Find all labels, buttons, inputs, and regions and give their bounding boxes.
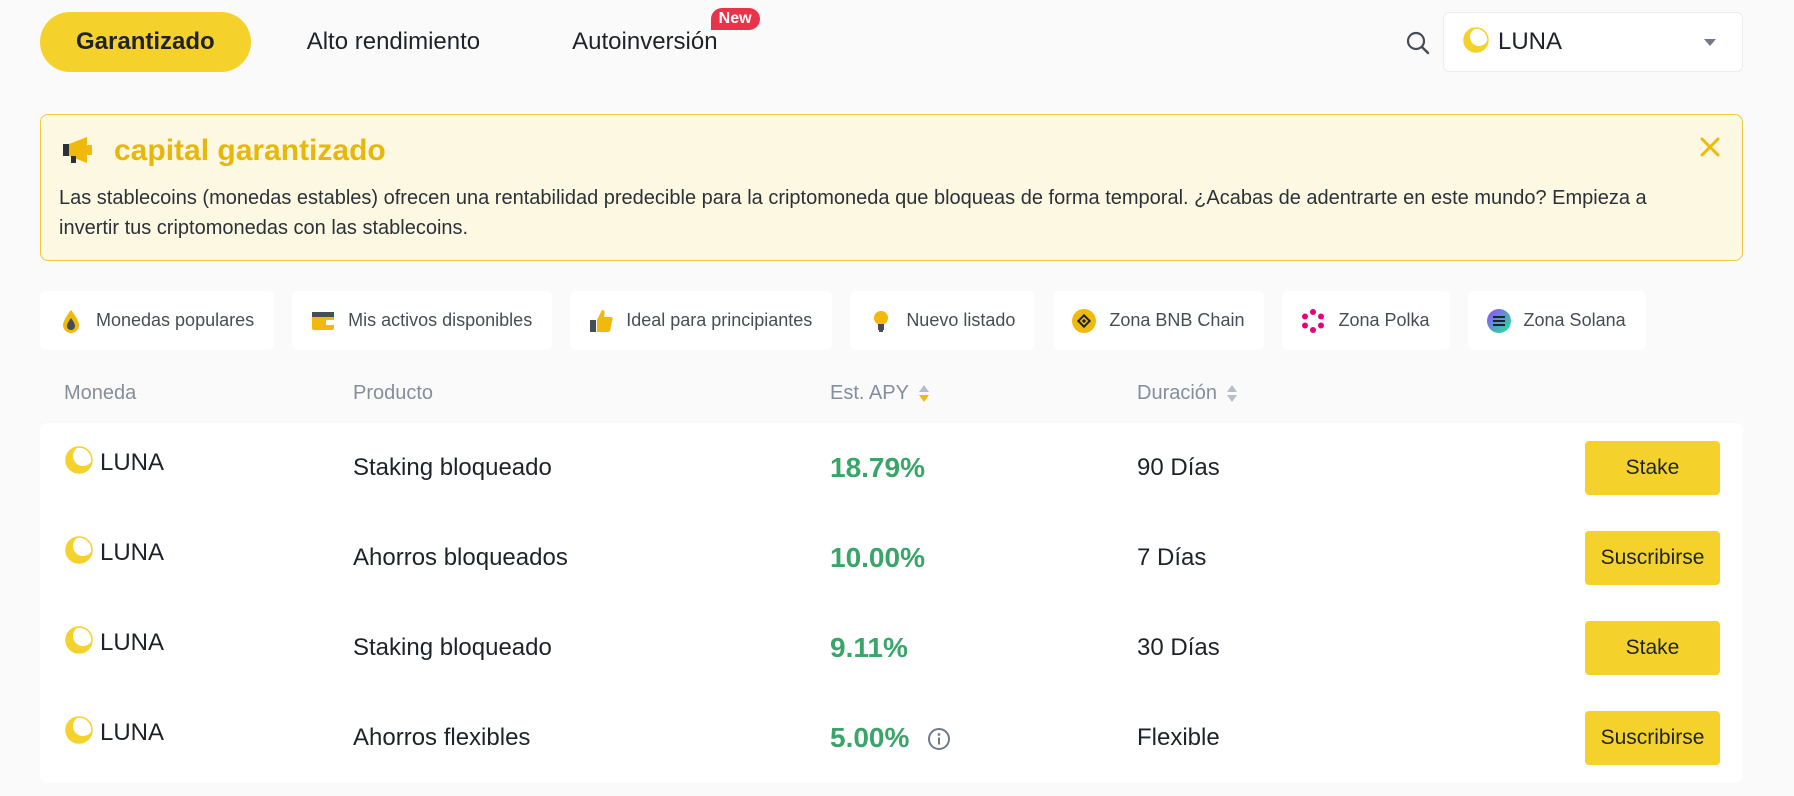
chip-label: Ideal para principiantes [626,310,813,330]
lightbulb-icon [868,308,894,334]
coin-name: LUNA [100,629,165,656]
product-name: Ahorros flexibles [353,724,531,751]
solana-icon [1486,308,1512,334]
chip-nuevo-listado[interactable]: Nuevo listado [850,291,1036,350]
duration-value: Flexible [1137,724,1220,751]
luna-coin-icon [64,625,94,662]
coin-cell: LUNA [64,508,164,598]
product-table: LUNA Staking bloqueado 18.79% 90 Días St… [40,423,1743,783]
coin-name: LUNA [100,449,165,476]
coin-selector[interactable]: LUNA [1443,12,1743,72]
coin-name: LUNA [100,539,165,566]
product-tabs: Garantizado Alto rendimiento Autoinversi… [40,8,760,72]
polkadot-icon [1300,308,1326,334]
tab-label: Autoinversión [572,28,718,55]
new-badge: New [710,8,760,30]
chip-label: Nuevo listado [906,310,1016,330]
luna-coin-icon [64,535,94,572]
product-name: Staking bloqueado [353,634,552,661]
close-icon[interactable] [1696,133,1724,161]
info-icon[interactable] [927,726,951,750]
tab-garantizado[interactable]: Garantizado [40,12,251,72]
chevron-down-icon [1704,38,1716,46]
stake-button[interactable]: Stake [1585,621,1720,675]
chip-label: Mis activos disponibles [348,310,533,330]
coin-cell: LUNA [64,418,164,508]
chip-monedas-populares[interactable]: Monedas populares [40,291,275,350]
banner-title: capital garantizado [114,134,386,167]
luna-coin-icon [1462,26,1490,59]
tab-alto-rendimiento[interactable]: Alto rendimiento [271,12,516,72]
duration-value: 90 Días [1137,454,1220,481]
tab-label: Garantizado [76,28,215,55]
apy-cell: 5.00% [830,693,951,783]
table-row: LUNA Ahorros flexibles 5.00% Flexible Su… [40,693,1743,783]
drop-icon [58,308,84,334]
header-apy[interactable]: Est. APY [830,378,929,408]
thumbs-up-icon [588,308,614,334]
subscribe-button[interactable]: Suscribirse [1585,711,1720,765]
table-row: LUNA Staking bloqueado 18.79% 90 Días St… [40,423,1743,513]
stake-button[interactable]: Stake [1585,441,1720,495]
apy-value: 18.79% [830,452,925,483]
filter-chips: Monedas populares Mis activos disponible… [40,291,1664,350]
header-product: Producto [353,381,434,404]
apy-value: 9.11% [830,632,908,663]
header-coin: Moneda [64,381,137,404]
subscribe-button[interactable]: Suscribirse [1585,531,1720,585]
chip-zona-bnb[interactable]: Zona BNB Chain [1053,291,1265,350]
header-apy-label: Est. APY [830,381,909,404]
chip-label: Zona Polka [1338,310,1430,330]
coin-selector-value: LUNA [1498,28,1563,55]
chip-label: Zona BNB Chain [1109,310,1245,330]
product-name: Ahorros bloqueados [353,544,568,571]
tab-autoinversion[interactable]: Autoinversión New [536,8,760,72]
table-row: LUNA Ahorros bloqueados 10.00% 7 Días Su… [40,513,1743,603]
apy-value: 10.00% [830,542,925,573]
table-header: Moneda Producto Est. APY Duración [40,378,1743,408]
chip-label: Zona Solana [1523,310,1626,330]
header-duration[interactable]: Duración [1137,378,1238,408]
chip-mis-activos[interactable]: Mis activos disponibles [292,291,553,350]
chip-ideal-principiantes[interactable]: Ideal para principiantes [570,291,833,350]
luna-coin-icon [64,715,94,752]
bnb-icon [1071,308,1097,334]
duration-value: 7 Días [1137,544,1207,571]
luna-coin-icon [64,445,94,482]
apy-value: 5.00% [830,722,910,753]
chip-zona-polka[interactable]: Zona Polka [1282,291,1450,350]
wallet-icon [310,308,336,334]
sort-icon[interactable] [918,384,929,402]
duration-value: 30 Días [1137,634,1220,661]
coin-name: LUNA [100,719,165,746]
coin-cell: LUNA [64,598,164,688]
megaphone-icon [61,135,95,165]
header-duration-label: Duración [1137,381,1218,404]
table-row: LUNA Staking bloqueado 9.11% 30 Días Sta… [40,603,1743,693]
tab-label: Alto rendimiento [306,28,481,55]
chip-label: Monedas populares [96,310,255,330]
info-banner: capital garantizado Las stablecoins (mon… [40,114,1743,261]
banner-text: Las stablecoins (monedas estables) ofrec… [59,187,1647,239]
chip-zona-solana[interactable]: Zona Solana [1467,291,1646,350]
search-icon[interactable] [1403,28,1433,58]
sort-icon[interactable] [1227,384,1238,402]
product-name: Staking bloqueado [353,454,552,481]
coin-cell: LUNA [64,688,164,778]
